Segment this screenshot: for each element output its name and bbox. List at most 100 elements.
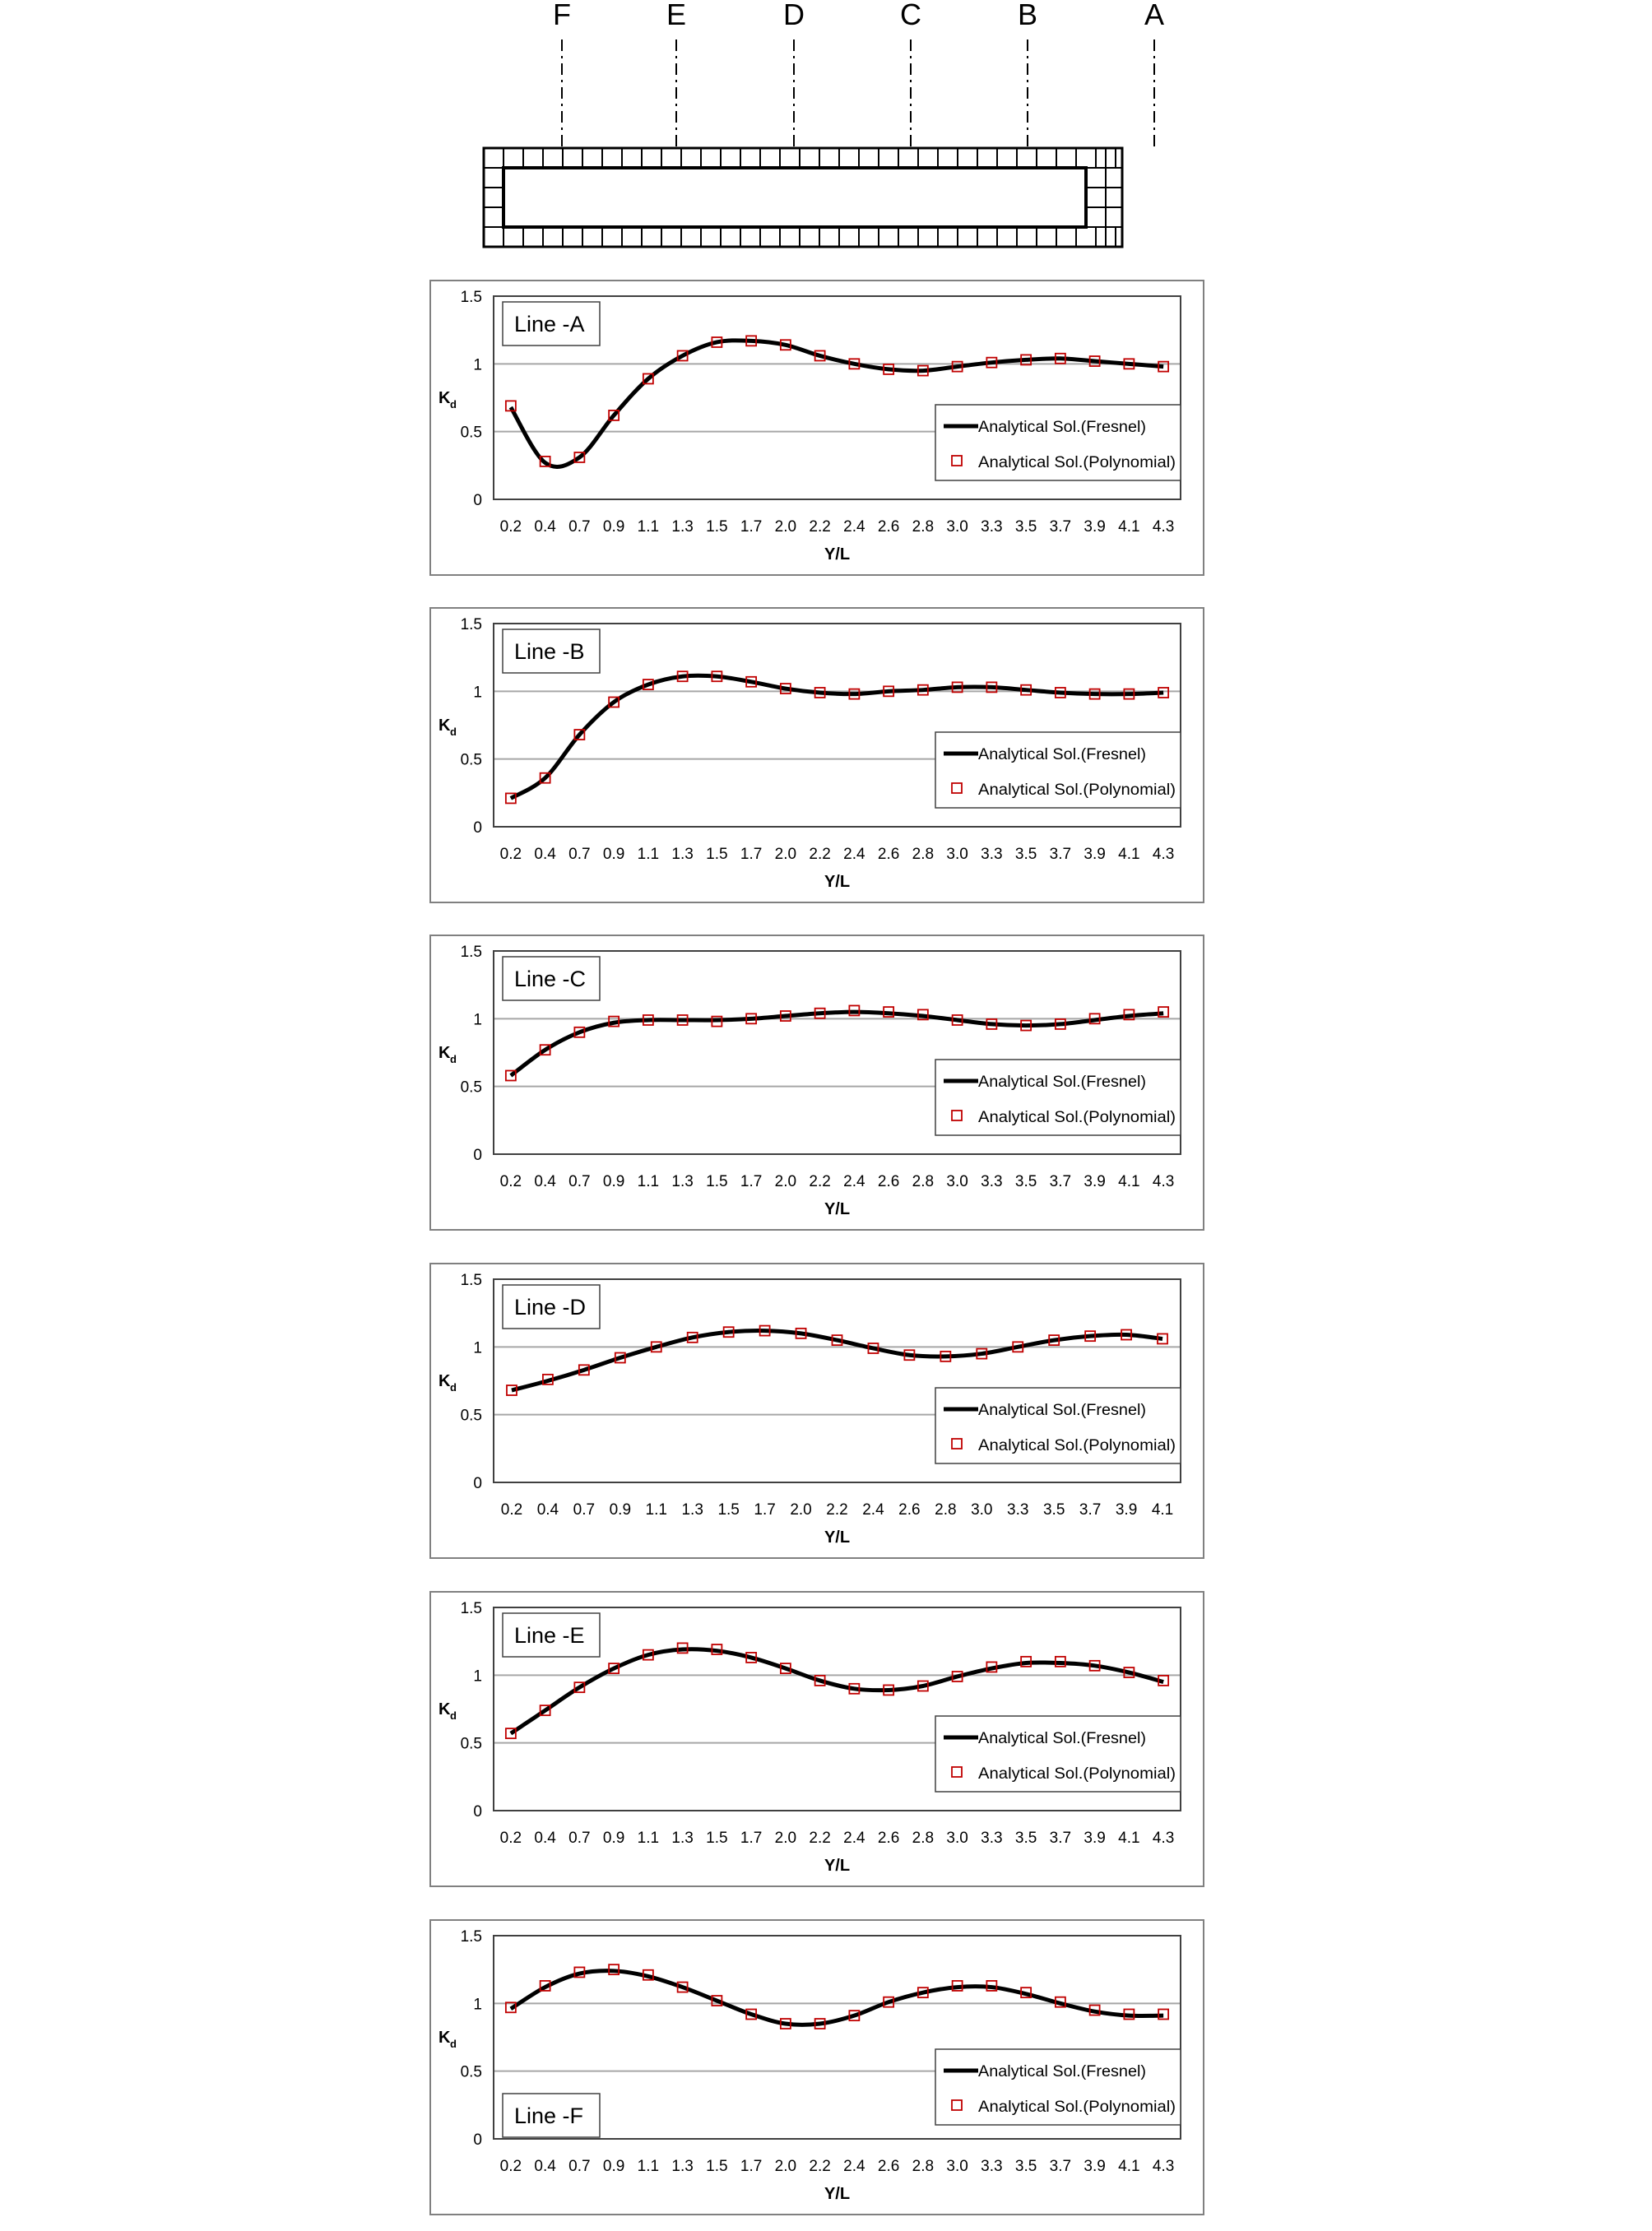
x-tick-label: 0.2 [500,1830,522,1847]
y-tick-label: 1 [473,684,482,701]
x-tick-label: 2.8 [912,1830,934,1847]
x-tick-label: 0.4 [534,2158,556,2175]
plot-area [493,950,1181,1155]
x-tick-label: 3.7 [1050,2158,1071,2175]
x-tick-label: 3.9 [1084,1830,1105,1847]
x-tick-label: 1.5 [706,1173,727,1190]
x-tick-label: 3.5 [1015,1173,1037,1190]
y-tick-label: 0.5 [461,1408,482,1425]
x-tick-label: 3.3 [981,518,1002,536]
y-tick-label: 0 [473,819,482,837]
x-tick-label: 0.9 [610,1501,631,1519]
chart-title-box [502,628,601,674]
y-tick-label: 1.5 [461,289,482,306]
x-tick-label: 4.1 [1118,1830,1139,1847]
x-tick-label: 4.1 [1118,518,1139,536]
data-point-polynomial [916,684,929,696]
data-point-polynomial [848,1682,861,1695]
x-tick-label: 2.2 [809,1173,830,1190]
legend-label-fresnel: Analytical Sol.(Fresnel) [978,1402,1146,1419]
data-point-polynomial [1088,1659,1101,1672]
x-tick-label: 0.9 [603,1830,624,1847]
y-axis-title-subscript: d [450,398,457,410]
section-label-b: B [1018,0,1037,31]
x-tick-label: 1.5 [706,846,727,863]
x-tick-label: 2.6 [878,1173,899,1190]
data-point-polynomial [642,1969,654,1981]
x-tick-label: 0.4 [534,1173,556,1190]
data-point-polynomial [1158,687,1170,698]
x-tick-label: 2.6 [898,1501,920,1519]
x-tick-label: 2.4 [862,1501,884,1519]
y-axis-title-text: K [439,2029,451,2047]
x-tick-label: 4.1 [1152,1501,1173,1519]
data-point-polynomial [1012,1341,1024,1353]
x-tick-label: 3.7 [1050,846,1071,863]
plot-area [493,1278,1181,1483]
section-label-a: A [1144,0,1164,31]
x-axis-title: Y/L [824,1528,850,1547]
y-tick-label: 1.5 [461,1272,482,1289]
y-tick-label: 0 [473,492,482,509]
data-point-polynomial [951,681,963,693]
data-point-polynomial [951,1980,963,1992]
x-tick-label: 3.0 [971,1501,992,1519]
x-tick-label: 0.9 [603,2158,624,2175]
y-tick-label: 0.5 [461,1079,482,1097]
legend-swatch-polynomial [951,1438,963,1449]
chart-title: Line -B [514,639,585,664]
section-label-c: C [900,0,921,31]
data-point-polynomial [1088,2004,1101,2016]
data-point-polynomial [608,1964,620,1976]
y-axis-title-subscript: d [450,1381,457,1394]
plot-area [493,295,1181,500]
x-tick-label: 2.2 [826,1501,847,1519]
x-tick-label: 2.0 [790,1501,811,1519]
x-tick-label: 1.7 [740,1830,762,1847]
chart-title: Line -E [514,1623,585,1648]
data-point-polynomial [1123,2008,1135,2020]
data-point-polynomial [759,1324,771,1337]
data-point-polynomial [916,1009,929,1021]
y-tick-label: 1.5 [461,616,482,633]
x-tick-label: 3.3 [981,1173,1002,1190]
data-point-polynomial [976,1347,988,1360]
x-tick-label: 1.1 [638,846,659,863]
data-point-polynomial [916,1987,929,1999]
data-point-polynomial [940,1350,952,1362]
data-point-polynomial [539,1980,551,1992]
series-line-fresnel [509,1009,1164,1078]
x-tick-label: 3.3 [981,1830,1002,1847]
data-point-polynomial [903,1349,916,1361]
y-tick-label: 1 [473,356,482,373]
x-axis-title: Y/L [824,545,850,564]
x-tick-label: 0.7 [568,518,590,536]
x-tick-label: 1.5 [706,2158,727,2175]
legend-label-polynomial: Analytical Sol.(Polynomial) [978,1109,1176,1126]
data-point-polynomial [608,410,620,421]
data-point-polynomial [711,1015,723,1027]
data-point-polynomial [883,1996,895,2008]
data-point-polynomial [1158,2008,1170,2020]
data-point-polynomial [848,2010,861,2022]
x-tick-label: 2.0 [775,2158,796,2175]
x-tick-label: 3.0 [946,1830,968,1847]
data-point-polynomial [986,1661,998,1673]
data-point-polynomial [867,1343,879,1354]
x-tick-label: 2.6 [878,2158,899,2175]
section-label-d: D [783,0,805,31]
x-tick-label: 1.5 [717,1501,739,1519]
data-point-polynomial [951,1671,963,1682]
x-tick-label: 2.8 [935,1501,956,1519]
x-tick-label: 2.0 [775,846,796,863]
x-tick-label: 2.8 [912,2158,934,2175]
data-point-polynomial [711,670,723,683]
x-tick-label: 4.3 [1153,1830,1174,1847]
x-tick-label: 3.3 [1007,1501,1028,1519]
x-tick-label: 1.1 [638,1173,659,1190]
x-tick-label: 2.0 [775,1830,796,1847]
x-tick-label: 1.1 [646,1501,667,1519]
